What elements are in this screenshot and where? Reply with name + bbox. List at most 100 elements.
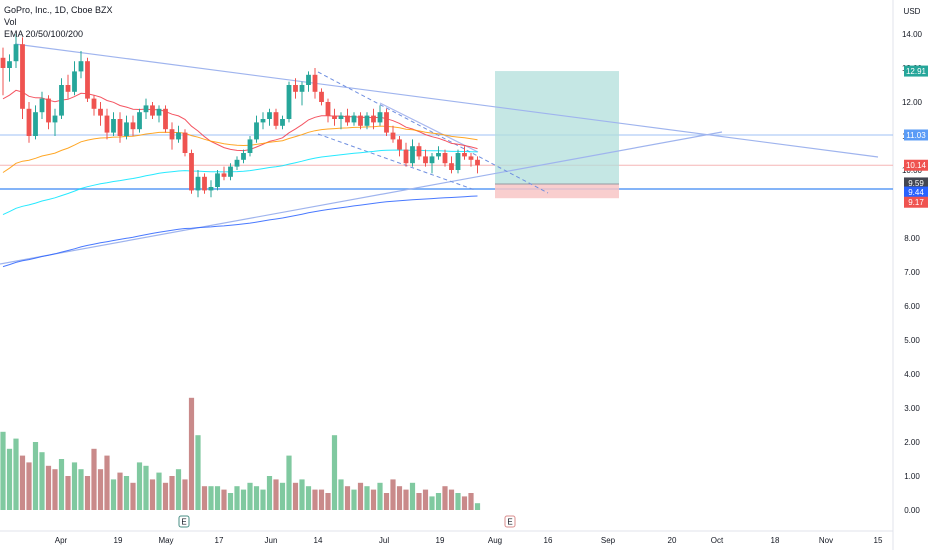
ema-label[interactable]: EMA 20/50/100/200: [4, 29, 84, 39]
candle-body[interactable]: [52, 115, 58, 123]
candle-body[interactable]: [176, 132, 181, 140]
candle-body[interactable]: [319, 91, 324, 102]
stop-zone[interactable]: [495, 183, 619, 199]
candle-body[interactable]: [39, 98, 45, 113]
x-tick-label: 18: [771, 536, 780, 545]
candle-body[interactable]: [260, 119, 266, 123]
candle-body[interactable]: [247, 139, 253, 153]
candle-body[interactable]: [403, 149, 409, 164]
earnings-marker[interactable]: E: [178, 515, 190, 528]
price-badge[interactable]: 9.59: [904, 177, 928, 189]
candle-body[interactable]: [85, 61, 90, 99]
candle-body[interactable]: [345, 115, 350, 123]
earnings-marker[interactable]: E: [504, 515, 516, 528]
trendline-lower[interactable]: [0, 131, 723, 265]
channel-mid[interactable]: [379, 102, 479, 153]
candle-body[interactable]: [215, 173, 220, 187]
candle-body[interactable]: [59, 85, 64, 116]
candle-body[interactable]: [468, 156, 474, 160]
candle-body[interactable]: [26, 108, 32, 136]
candle-body[interactable]: [364, 115, 370, 126]
candle-body[interactable]: [111, 119, 116, 133]
candle-body[interactable]: [429, 156, 435, 164]
price-badge[interactable]: 9.44: [904, 186, 928, 198]
x-tick-label: 14: [314, 536, 323, 545]
volume-bar: [130, 482, 136, 510]
candle-body[interactable]: [46, 98, 51, 123]
candle-body[interactable]: [371, 115, 376, 123]
candle-body[interactable]: [410, 146, 415, 164]
price-badge[interactable]: 12.91: [904, 65, 928, 77]
candle-body[interactable]: [306, 74, 311, 85]
candle-body[interactable]: [117, 119, 123, 136]
candle-body[interactable]: [228, 166, 233, 177]
candle-body[interactable]: [449, 163, 454, 170]
candle-body[interactable]: [299, 85, 305, 92]
volume-bar: [84, 476, 91, 510]
candle-body[interactable]: [351, 115, 357, 123]
candle-body[interactable]: [137, 112, 142, 130]
candle-body[interactable]: [130, 122, 136, 130]
candle-body[interactable]: [332, 115, 337, 119]
candle-body[interactable]: [475, 159, 480, 166]
candle-body[interactable]: [462, 153, 467, 157]
candle-body[interactable]: [104, 115, 110, 133]
candle-body[interactable]: [91, 98, 97, 109]
candle-body[interactable]: [241, 153, 246, 160]
candle-body[interactable]: [20, 44, 25, 109]
candle-body[interactable]: [98, 108, 103, 116]
candle-body[interactable]: [7, 61, 12, 68]
candle-body[interactable]: [286, 85, 292, 119]
candle-body[interactable]: [338, 115, 344, 119]
candle-body[interactable]: [72, 71, 77, 92]
target-zone[interactable]: [495, 71, 619, 184]
candle-body[interactable]: [436, 153, 441, 157]
channel-upper[interactable]: [317, 71, 549, 194]
candle-body[interactable]: [202, 176, 207, 191]
candle-body[interactable]: [208, 187, 214, 191]
candle-body[interactable]: [169, 129, 175, 140]
candle-body[interactable]: [267, 112, 272, 119]
candle-body[interactable]: [293, 85, 298, 92]
candle-body[interactable]: [423, 156, 428, 164]
candle-body[interactable]: [397, 139, 402, 150]
volume-bar: [266, 476, 273, 510]
volume-label[interactable]: Vol: [4, 17, 17, 27]
candle-body[interactable]: [124, 122, 129, 136]
candle-body[interactable]: [416, 146, 422, 157]
candle-body[interactable]: [189, 153, 194, 191]
candle-body[interactable]: [312, 74, 318, 92]
candle-body[interactable]: [13, 44, 19, 62]
candle-body[interactable]: [65, 85, 71, 92]
volume-bar: [403, 489, 409, 510]
candle-body[interactable]: [442, 153, 448, 164]
candle-body[interactable]: [455, 153, 461, 170]
trendline-upper[interactable]: [14, 43, 879, 158]
price-badge[interactable]: 11.03: [904, 129, 928, 141]
candle-body[interactable]: [163, 108, 168, 130]
candle-body[interactable]: [195, 176, 201, 191]
candle-body[interactable]: [143, 105, 149, 113]
candle-body[interactable]: [156, 108, 162, 116]
symbol-title[interactable]: GoPro, Inc., 1D, Cboe BZX: [4, 5, 113, 15]
candle-body[interactable]: [78, 61, 84, 72]
candle-body[interactable]: [234, 159, 240, 167]
candle-body[interactable]: [221, 173, 227, 177]
candle-body[interactable]: [254, 122, 259, 140]
candle-body[interactable]: [390, 132, 396, 140]
x-tick-label: 19: [436, 536, 445, 545]
price-badge[interactable]: 9.17: [904, 196, 928, 208]
candle-body[interactable]: [33, 112, 38, 136]
candle-body[interactable]: [377, 112, 383, 123]
candle-body[interactable]: [182, 132, 188, 153]
price-badge[interactable]: 10.14: [904, 159, 928, 171]
candle-body[interactable]: [150, 105, 155, 116]
candle-body[interactable]: [0, 57, 6, 68]
candle-body[interactable]: [358, 115, 363, 126]
candle-body[interactable]: [273, 112, 279, 126]
candle-body[interactable]: [384, 112, 389, 133]
candle-body[interactable]: [325, 102, 331, 116]
candle-body[interactable]: [280, 119, 285, 126]
volume-bar: [104, 455, 110, 510]
